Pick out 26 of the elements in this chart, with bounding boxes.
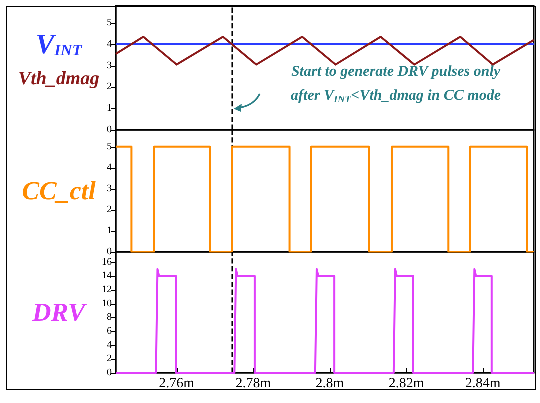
y-tick-label: 0	[107, 124, 112, 136]
y-tick-label: 4	[107, 340, 112, 351]
y-tick-label: 8	[107, 312, 112, 324]
x-tick-label: 2.82m	[388, 376, 424, 392]
series-label: VINT	[36, 30, 84, 60]
y-tick-label: 14	[102, 270, 112, 282]
text: DRV	[32, 298, 88, 327]
y-tick-label: 0	[107, 246, 112, 258]
y-tick-label: 4	[107, 162, 112, 174]
y-tick-label: 16	[102, 256, 112, 268]
y-tick-label: 1	[107, 225, 112, 236]
y-tick-label: 6	[107, 326, 112, 338]
x-tick-label: 2.84m	[465, 376, 501, 392]
series-label: Vth_dmag	[18, 68, 100, 90]
y-tick-label: 1	[107, 103, 112, 114]
y-tick-label: 0	[107, 368, 112, 378]
y-tick-label: 2	[107, 82, 112, 93]
y-tick-label: 12	[102, 284, 112, 296]
x-tick-label: 2.78m	[236, 376, 272, 392]
y-tick-label: 2	[107, 354, 112, 365]
y-tick-label: 10	[102, 298, 112, 310]
series-label: CC_ctl	[22, 176, 97, 206]
y-tick-label: 2	[107, 204, 112, 216]
y-tick-label: 4	[107, 38, 112, 50]
x-tick-label: 2.76m	[159, 376, 195, 392]
x-tick-label: 2.8m	[316, 376, 344, 392]
